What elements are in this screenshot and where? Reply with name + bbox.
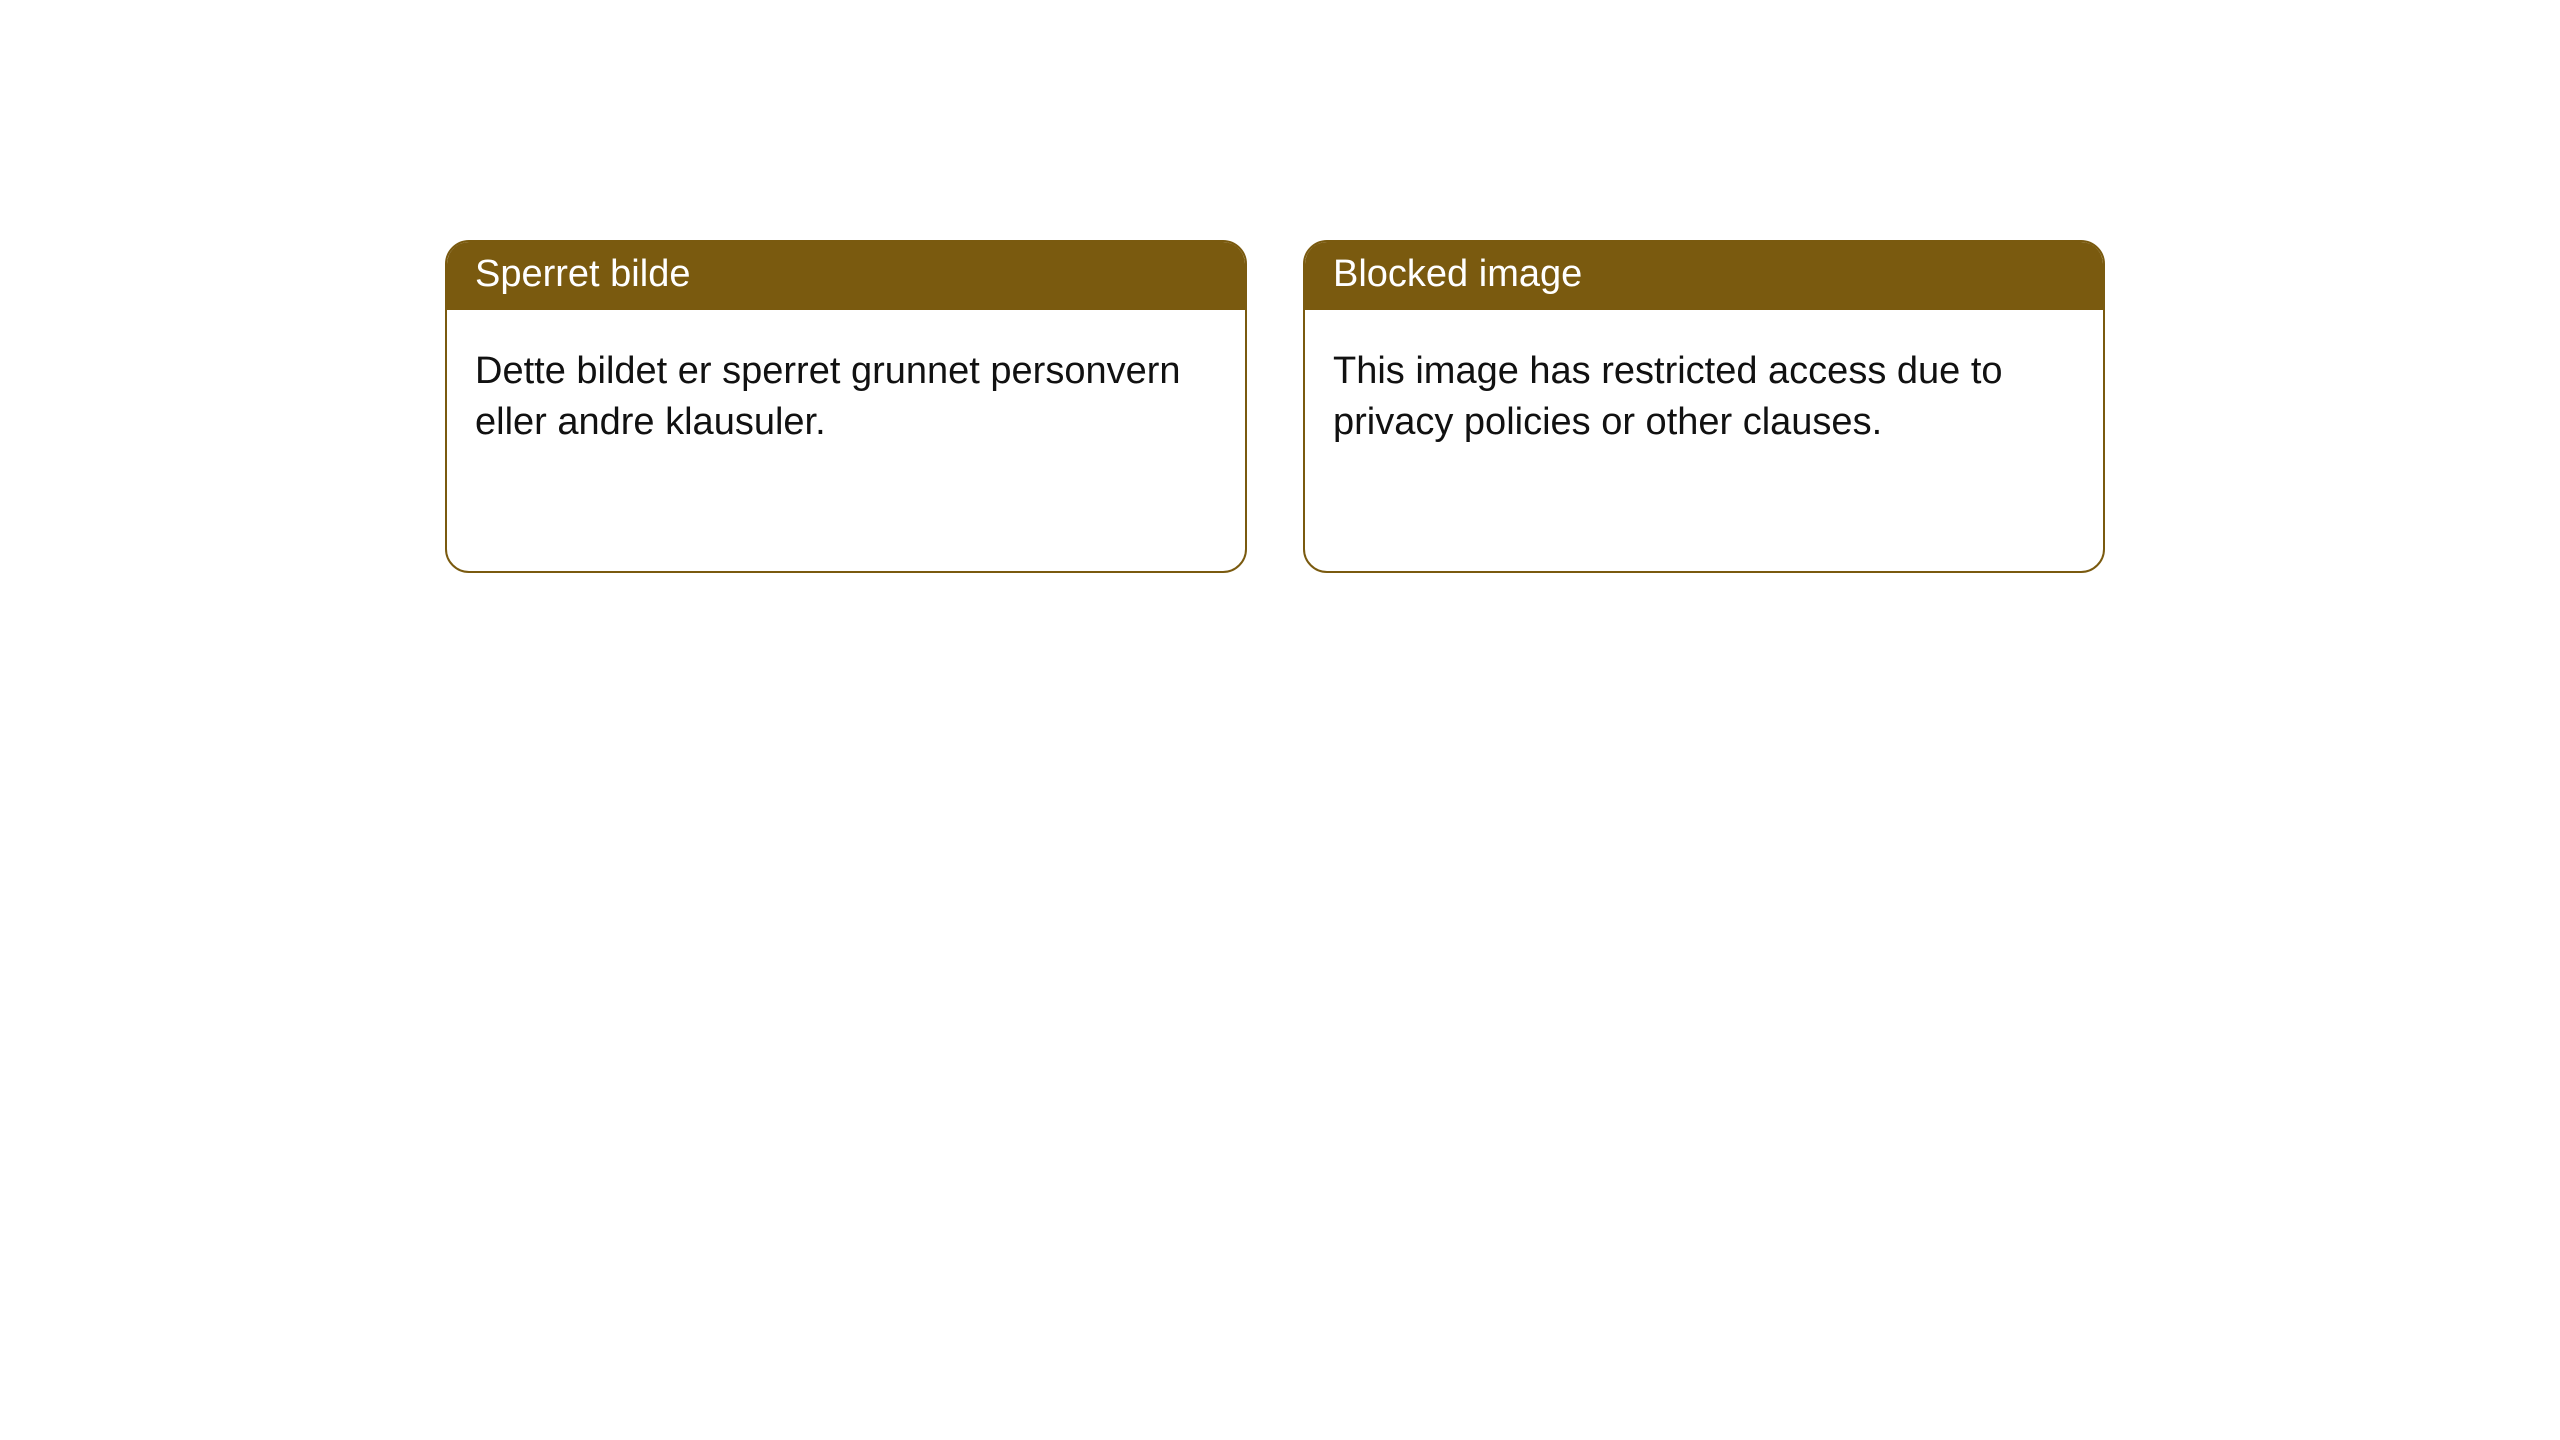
card-header: Blocked image	[1305, 242, 2103, 310]
card-body-text: This image has restricted access due to …	[1333, 350, 2003, 443]
card-title: Blocked image	[1333, 253, 1582, 295]
blocked-image-card-no: Sperret bilde Dette bildet er sperret gr…	[445, 240, 1247, 573]
card-header: Sperret bilde	[447, 242, 1245, 310]
cards-container: Sperret bilde Dette bildet er sperret gr…	[0, 0, 2560, 573]
card-title: Sperret bilde	[475, 253, 690, 295]
card-body: Dette bildet er sperret grunnet personve…	[447, 310, 1245, 571]
blocked-image-card-en: Blocked image This image has restricted …	[1303, 240, 2105, 573]
card-body: This image has restricted access due to …	[1305, 310, 2103, 571]
card-body-text: Dette bildet er sperret grunnet personve…	[475, 350, 1181, 443]
